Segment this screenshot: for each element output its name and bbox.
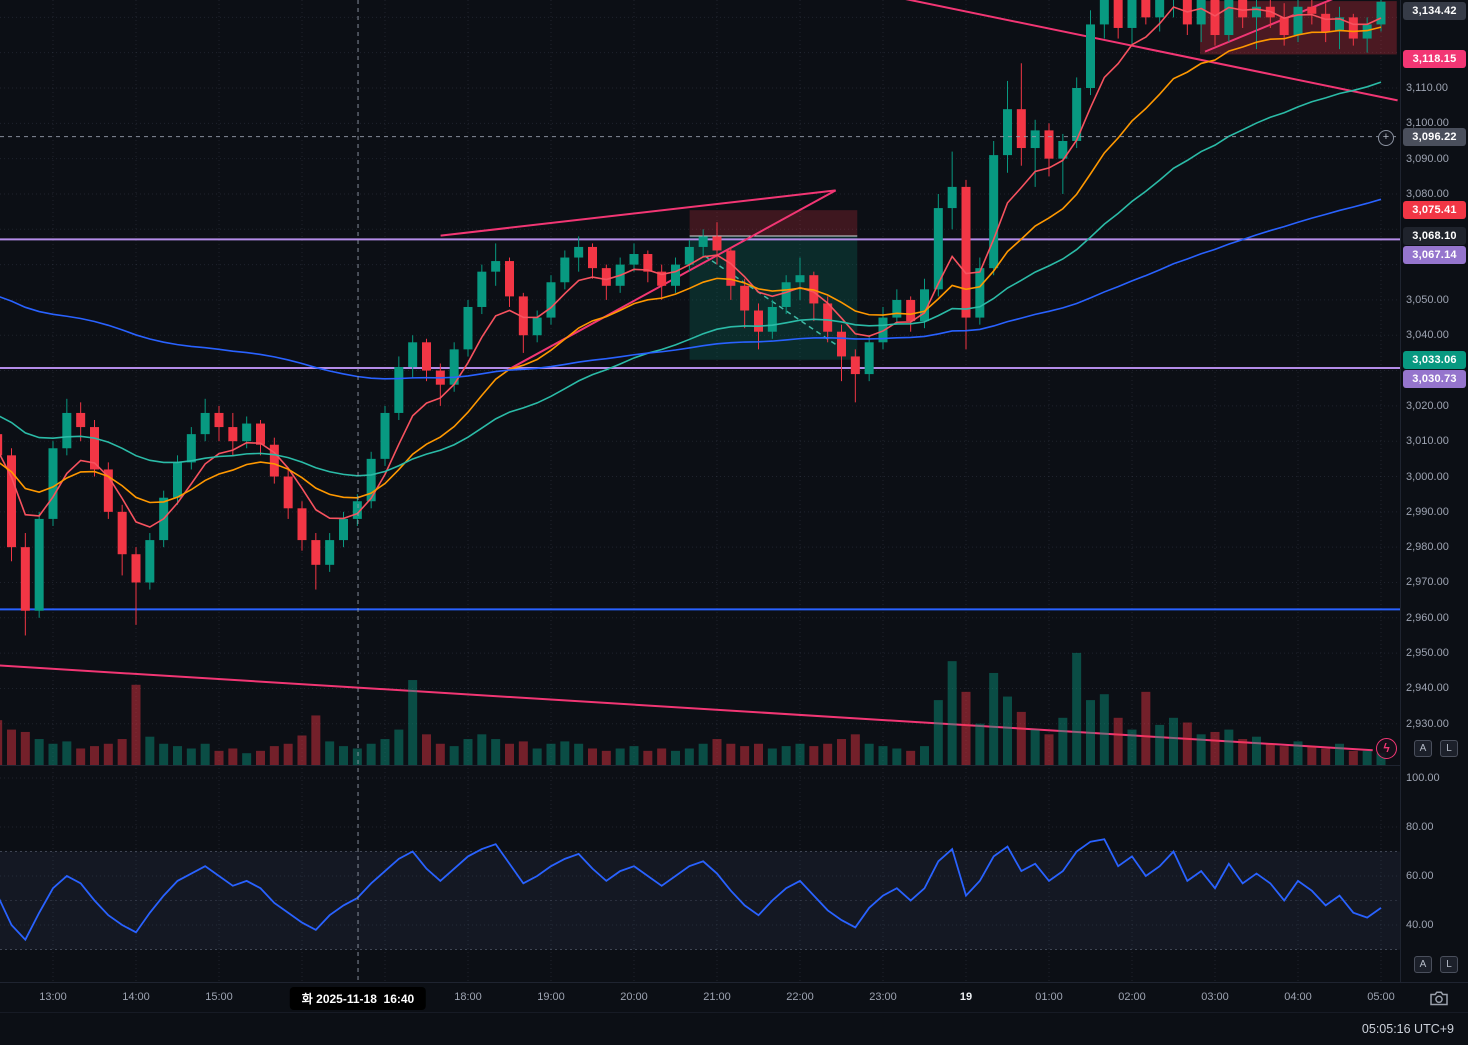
time-tick-label: 15:00: [205, 991, 233, 1003]
clock-label: 05:05:16 UTC+9: [1361, 1022, 1454, 1036]
rsi-auto-scale-button[interactable]: A: [1414, 956, 1432, 973]
time-tick-label: 02:00: [1118, 991, 1146, 1003]
time-tick-label: 13:00: [39, 991, 67, 1003]
crosshair-add-alert-plus-icon[interactable]: +: [1378, 129, 1394, 146]
short-stop-zone: [689, 210, 858, 236]
axis-tick-label: 2,980.00: [1406, 541, 1449, 554]
axis-tick-label: 2,930.00: [1406, 717, 1449, 730]
time-tick-label: 23:00: [869, 991, 897, 1003]
axis-tick-label: 2,990.00: [1406, 505, 1449, 518]
volume-zone-trendline: [0, 664, 1373, 752]
camera-icon[interactable]: [1429, 990, 1449, 1006]
axis-tick-label: 60.00: [1406, 870, 1434, 882]
chart-area[interactable]: [0, 0, 1400, 982]
ma-long: [0, 198, 1382, 380]
time-axis[interactable]: 13:00 14:00 15:00 18:00 19:00 20:00 21:00 22:00…: [0, 982, 1468, 1013]
axis-tick-label: 3,110.00: [1406, 82, 1449, 94]
axis-tick-label: 2,960.00: [1406, 611, 1449, 624]
axis-tick-label: 3,040.00: [1406, 329, 1449, 342]
rsi-band: [0, 851, 1400, 950]
moving-average-layer: [0, 6, 1382, 528]
axis-tick-label: 3,020.00: [1406, 399, 1449, 412]
candlestick-layer: [0, 0, 1386, 636]
axis-tick-label: 3,080.00: [1406, 187, 1449, 200]
rsi-line: [0, 838, 1382, 942]
hline-upper-price-badge: 3,067.14: [1403, 245, 1466, 264]
target-price-badge: 3,033.06: [1403, 350, 1466, 369]
axis-tick-label: 3,090.00: [1406, 152, 1449, 165]
axis-tick-label: 100.00: [1406, 772, 1440, 784]
time-tick-label: 18:00: [454, 991, 482, 1003]
time-tick-label: 19: [959, 991, 973, 1003]
entry-price-badge: 3,068.10: [1403, 226, 1466, 245]
flash-icon[interactable]: ϟ: [1376, 738, 1397, 759]
time-tick-label: 01:00: [1035, 991, 1063, 1003]
price-axis[interactable]: A L A L 3,110.00 3,100.00 3,090.00 3,080.00…: [1400, 0, 1468, 982]
status-bar: 05:05:16 UTC+9: [0, 1012, 1468, 1045]
time-tick-label: 14:00: [122, 991, 150, 1003]
axis-tick-label: 2,970.00: [1406, 576, 1449, 589]
time-tick-label: 21:00: [703, 991, 731, 1003]
rsi-lock-scale-button[interactable]: L: [1440, 956, 1458, 973]
grid-layer: [0, 0, 1400, 982]
axis-tick-label: 3,000.00: [1406, 470, 1449, 483]
axis-tick-label: 3,050.00: [1406, 293, 1449, 306]
wedge-lower-trendline: [504, 189, 837, 373]
axis-tick-label: 2,940.00: [1406, 682, 1449, 695]
ma-fast: [0, 6, 1382, 528]
descending-trendline: [905, 0, 1398, 102]
volume-auto-scale-button[interactable]: A: [1414, 740, 1432, 757]
volume-layer: [0, 652, 1386, 765]
stop-price-badge: 3,075.41: [1403, 201, 1466, 220]
volume-lock-scale-button[interactable]: L: [1440, 740, 1458, 757]
axis-tick-label: 3,100.00: [1406, 117, 1449, 130]
last-price-badge: 3,134.42: [1403, 2, 1466, 20]
time-tick-label: 20:00: [620, 991, 648, 1003]
time-tick-label: 19:00: [537, 991, 565, 1003]
axis-tick-label: 2,950.00: [1406, 647, 1449, 660]
time-tick-label: 04:00: [1284, 991, 1312, 1003]
drawings-layer: [0, 0, 1400, 752]
ma-slow: [0, 81, 1382, 477]
time-tick-label: 05:00: [1367, 991, 1395, 1003]
crosshair-date-badge: 화 2025-11-18 16:40: [289, 987, 427, 1010]
ma-mid: [0, 26, 1382, 504]
trendline-price-badge: 3,118.15: [1403, 50, 1466, 69]
wedge-upper-trendline: [440, 189, 836, 237]
time-tick-label: 03:00: [1201, 991, 1229, 1003]
crosshair-price-badge: 3,096.22: [1403, 127, 1466, 146]
axis-tick-label: 3,010.00: [1406, 435, 1449, 448]
time-tick-label: 22:00: [786, 991, 814, 1003]
hline-lower-price-badge: 3,030.73: [1403, 369, 1466, 388]
short-profit-zone: [689, 235, 858, 360]
axis-tick-label: 40.00: [1406, 919, 1434, 931]
crosshair: [0, 0, 1400, 982]
axis-tick-label: 80.00: [1406, 821, 1434, 833]
